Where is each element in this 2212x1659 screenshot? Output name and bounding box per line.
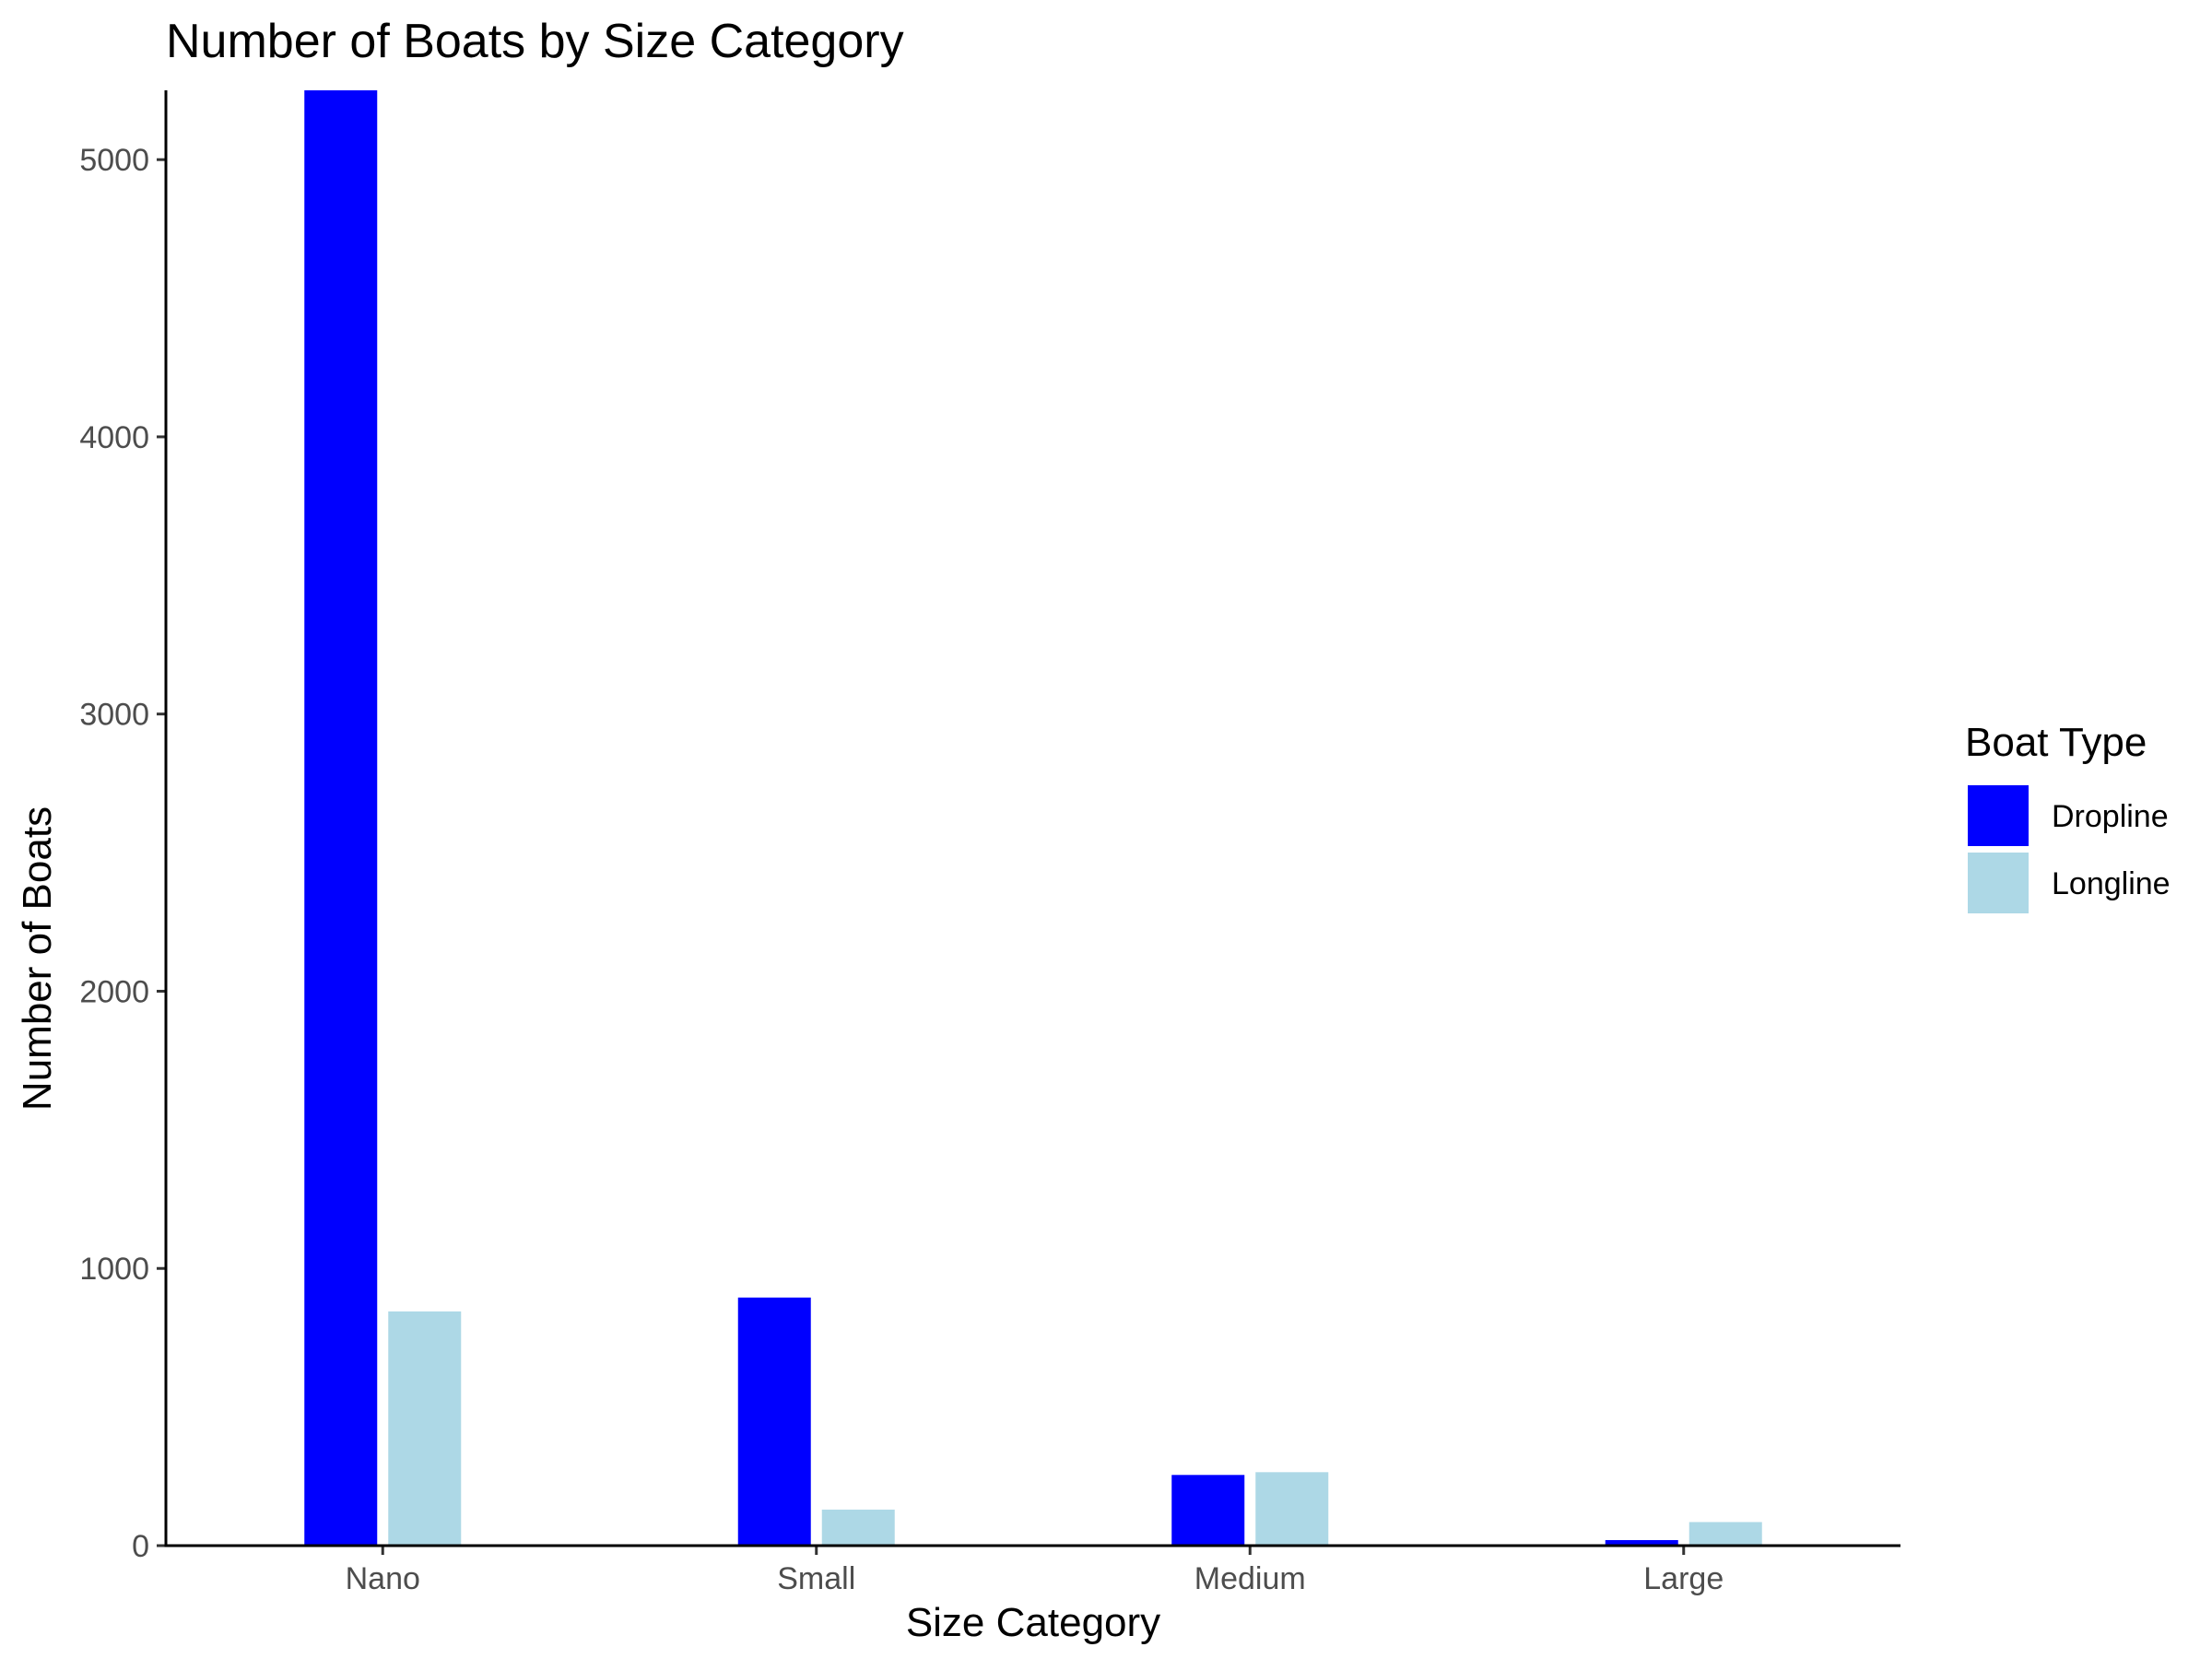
legend-label-longline: Longline [2052, 866, 2171, 901]
legend-label-dropline: Dropline [2052, 799, 2169, 834]
legend-swatch-longline [1968, 853, 2029, 913]
y-axis-title: Number of Boats [15, 806, 60, 1111]
x-axis-ticks: Nano Small Medium Large [346, 1546, 1724, 1596]
bar-longline-nano [388, 1311, 462, 1546]
bar-dropline-small [737, 1297, 811, 1546]
x-tick-label: Nano [346, 1561, 420, 1596]
x-tick-label: Medium [1194, 1561, 1306, 1596]
y-tick-label: 0 [132, 1529, 149, 1564]
bar-dropline-medium [1171, 1475, 1245, 1546]
bar-dropline-large [1605, 1539, 1678, 1546]
y-tick-label: 5000 [79, 143, 149, 178]
y-tick-label: 3000 [79, 698, 149, 733]
y-tick-label: 4000 [79, 420, 149, 455]
x-axis-title: Size Category [906, 1600, 1160, 1645]
legend: Boat Type Dropline Longline [1965, 720, 2171, 913]
x-tick-label: Small [777, 1561, 855, 1596]
legend-title: Boat Type [1965, 720, 2147, 765]
bar-longline-small [821, 1509, 895, 1546]
bar-longline-large [1688, 1522, 1762, 1546]
chart-title: Number of Boats by Size Category [166, 15, 904, 68]
y-tick-label: 1000 [79, 1252, 149, 1287]
legend-swatch-dropline [1968, 785, 2029, 846]
bar-dropline-nano [304, 90, 378, 1546]
bars-group [304, 90, 1762, 1546]
bar-longline-medium [1255, 1472, 1329, 1546]
x-tick-label: Large [1643, 1561, 1724, 1596]
y-axis-ticks: 0 1000 2000 3000 4000 5000 [79, 143, 166, 1564]
y-tick-label: 2000 [79, 974, 149, 1009]
